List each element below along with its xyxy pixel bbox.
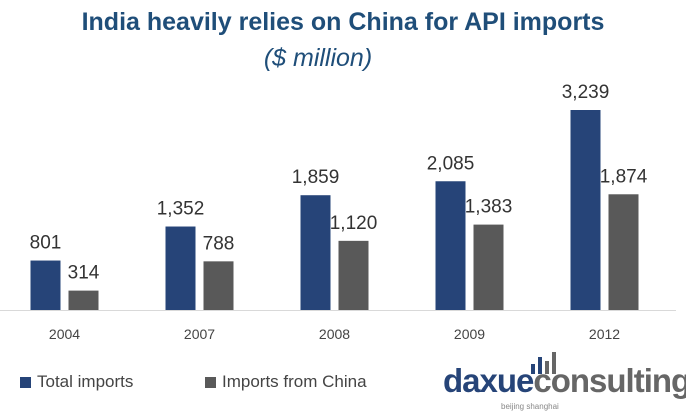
x-tick-label: 2009 [454,326,485,342]
bar-total-2012 [570,110,601,310]
bar-china-2007 [203,261,234,310]
logo-bars-icon [531,352,556,374]
logo-text-consulting: consulting [533,362,686,399]
data-label: 314 [68,263,100,284]
bar-total-2009 [435,181,466,310]
legend-item-total-imports: Total imports [20,372,133,392]
x-tick-label: 2012 [589,326,620,342]
bar-total-2008 [300,195,331,310]
daxue-consulting-logo: daxueconsulting beijing shanghai [443,352,686,412]
legend-swatch-icon [205,376,216,388]
bar-china-2009 [473,224,504,310]
data-label: 1,874 [600,166,648,187]
bar-china-2012 [608,194,639,310]
logo-text-daxue: daxue [443,362,534,399]
x-tick-label: 2008 [319,326,350,342]
data-label: 788 [203,233,235,254]
data-label: 1,383 [465,197,513,218]
bar-total-2007 [165,226,196,310]
data-label: 2,085 [427,153,475,174]
data-label: 1,859 [292,167,340,188]
chart-title: India heavily relies on China for API im… [81,8,605,36]
logo-tagline: beijing shanghai [501,402,559,411]
chart-subtitle: ($ million) [263,44,373,72]
x-tick-label: 2007 [184,326,215,342]
bar-total-2004 [30,260,61,310]
data-label: 1,352 [157,199,205,220]
legend-label: Total imports [37,372,134,391]
x-tick-label: 2004 [49,326,80,342]
legend-label: Imports from China [222,372,367,391]
legend-item-imports-from-china: Imports from China [205,372,367,392]
bar-china-2004 [68,290,99,310]
legend-swatch-icon [20,376,31,388]
data-label: 3,239 [562,82,610,103]
data-label: 1,120 [330,213,378,234]
bar-china-2008 [338,240,369,310]
data-label: 801 [30,233,62,254]
